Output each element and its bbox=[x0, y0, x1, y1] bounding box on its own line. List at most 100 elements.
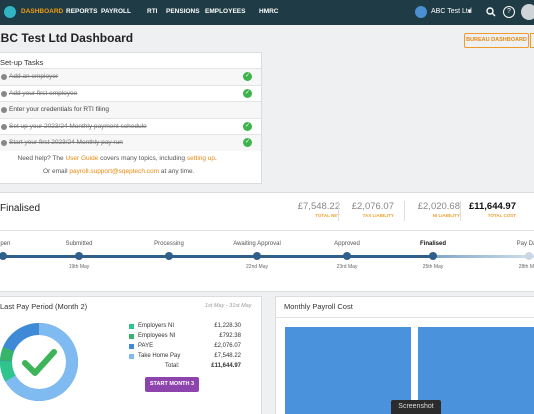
step-date: 28th May bbox=[518, 264, 534, 270]
step-name: Approved bbox=[334, 241, 360, 247]
task-text[interactable]: Add an employer bbox=[9, 73, 59, 80]
task-icon bbox=[1, 107, 7, 113]
step-date: 22nd May bbox=[246, 264, 268, 270]
help-text: covers many topics, including bbox=[98, 155, 187, 162]
help-link[interactable]: payroll.support@sqeptech.com bbox=[69, 168, 160, 175]
step-name: Pay Date bbox=[516, 241, 534, 247]
dropdown-caret: ▾ bbox=[468, 9, 472, 15]
help-line: Or email payroll.support@sqeptech.com at… bbox=[43, 168, 194, 175]
user-avatar[interactable] bbox=[521, 4, 534, 20]
step-dot bbox=[165, 252, 173, 260]
top-nav: DASHBOARD REPORTS PAYROLL RTI PENSIONS EMPLOY… bbox=[0, 0, 534, 25]
setup-title: Set-up Tasks bbox=[0, 58, 44, 67]
step-dot bbox=[0, 252, 7, 260]
bureau-button[interactable]: BUREAU DASHBOARD bbox=[464, 33, 529, 48]
task-text[interactable]: Add your first employee bbox=[9, 89, 78, 97]
stat-amount: £2,020.68 bbox=[417, 201, 460, 212]
step-dot bbox=[253, 252, 261, 260]
help-text: Need help? The bbox=[17, 155, 66, 162]
monthly-title: Monthly Payroll Cost bbox=[284, 302, 353, 311]
step-date: 23rd May bbox=[336, 264, 358, 270]
legend-amount: £792.38 bbox=[219, 333, 241, 339]
stat-label: TOTAL NET bbox=[315, 213, 340, 218]
stat-amount: £11,644.97 bbox=[468, 201, 516, 212]
task-row: Set up your 2023/24 Monthly payment sche… bbox=[0, 117, 261, 135]
legend-amount: £1,228.30 bbox=[214, 323, 241, 329]
legend-amount: £7,548.22 bbox=[214, 353, 241, 359]
page-title: ABC Test Ltd Dashboard bbox=[0, 31, 134, 45]
step-name: Awaiting Approval bbox=[233, 241, 281, 247]
cut-button[interactable] bbox=[530, 33, 534, 48]
step-name: Processing bbox=[154, 241, 184, 247]
legend-name: Employees NI bbox=[138, 333, 176, 339]
help-text: . bbox=[215, 155, 217, 162]
step-date: 19th May bbox=[68, 264, 90, 270]
step-name: Finalised bbox=[419, 241, 446, 247]
task-text[interactable]: Set up your 2023/24 Monthly payment sche… bbox=[9, 122, 147, 130]
help-link[interactable]: setting up bbox=[186, 155, 216, 162]
task-row: Start your first 2023/24 Monthly pay run… bbox=[0, 134, 261, 151]
task-row: Add an employer ✓ bbox=[0, 68, 261, 85]
help-icon[interactable]: ? bbox=[503, 6, 515, 18]
legend-swatch bbox=[129, 344, 134, 349]
nav-item[interactable]: PENSIONS bbox=[166, 8, 200, 15]
nav-item[interactable]: REPORTS bbox=[66, 8, 98, 15]
divider bbox=[0, 230, 534, 231]
period-panel: Finalised £7,548.22 TOTAL NET £2,076.07 TAX… bbox=[0, 192, 534, 292]
help-line: Need help? The User Guide covers many to… bbox=[18, 155, 217, 162]
task-text[interactable]: Enter your credentials for RTI filing bbox=[9, 106, 109, 113]
legend-name: PAYE bbox=[138, 343, 154, 349]
done-check: ✓ bbox=[243, 72, 252, 81]
legend-swatch bbox=[129, 354, 134, 359]
stat-amount: £7,548.22 bbox=[297, 201, 340, 212]
stat-divider bbox=[338, 201, 339, 221]
stat-label: NI LIABILITY bbox=[432, 213, 460, 218]
task-row: Enter your credentials for RTI filing bbox=[0, 101, 261, 118]
task-icon bbox=[1, 123, 7, 130]
step-dot bbox=[429, 252, 437, 260]
task-icon bbox=[1, 90, 7, 97]
task-icon bbox=[1, 74, 7, 80]
done-check: ✓ bbox=[243, 88, 252, 98]
period-status: Finalised bbox=[0, 203, 41, 214]
donut-chart bbox=[0, 323, 78, 401]
help-text: at any time. bbox=[159, 168, 195, 175]
legend-swatch bbox=[129, 324, 134, 329]
progress-line bbox=[0, 255, 433, 258]
nav-item[interactable]: DASHBOARD bbox=[21, 8, 64, 15]
nav-item[interactable]: EMPLOYEES bbox=[205, 8, 246, 15]
search-icon[interactable] bbox=[486, 7, 496, 17]
company-selector[interactable]: ABC Test Ltd bbox=[431, 8, 472, 15]
start-month-button[interactable]: START MONTH 3 bbox=[145, 377, 199, 392]
divider bbox=[276, 317, 534, 318]
legend-swatch bbox=[129, 334, 134, 339]
step-date: 25th May bbox=[422, 264, 444, 270]
step-name: Submitted bbox=[65, 241, 93, 247]
nav-item[interactable]: PAYROLL bbox=[101, 8, 131, 15]
stat-divider bbox=[460, 201, 461, 221]
step-dot bbox=[525, 252, 533, 260]
stat-divider bbox=[404, 201, 405, 221]
bar-placeholder bbox=[418, 327, 534, 414]
done-check: ✓ bbox=[243, 121, 252, 131]
legend-name: Employers NI bbox=[138, 323, 175, 329]
legend-name: Take Home Pay bbox=[138, 353, 181, 359]
legend-amount: £2,076.07 bbox=[214, 343, 241, 349]
step-name: Open bbox=[0, 241, 11, 247]
logo[interactable] bbox=[4, 6, 16, 18]
step-dot bbox=[343, 252, 351, 260]
nav-item[interactable]: HMRC bbox=[259, 8, 279, 15]
help-text: Or email bbox=[43, 168, 70, 175]
total-amount: £11,644.97 bbox=[211, 363, 241, 369]
nav-item[interactable]: RTI bbox=[147, 8, 158, 15]
company-icon bbox=[415, 6, 427, 18]
help-link[interactable]: User Guide bbox=[65, 155, 99, 162]
task-icon bbox=[1, 140, 7, 146]
task-row: Add your first employee ✓ bbox=[0, 84, 261, 102]
done-check: ✓ bbox=[243, 138, 252, 147]
monthly-card: Monthly Payroll Cost bbox=[275, 296, 534, 414]
task-text[interactable]: Start your first 2023/24 Monthly pay run bbox=[9, 139, 123, 146]
last-pay-card: Last Pay Period (Month 2) 1st May - 31st… bbox=[0, 296, 262, 414]
step-dot bbox=[75, 252, 83, 260]
